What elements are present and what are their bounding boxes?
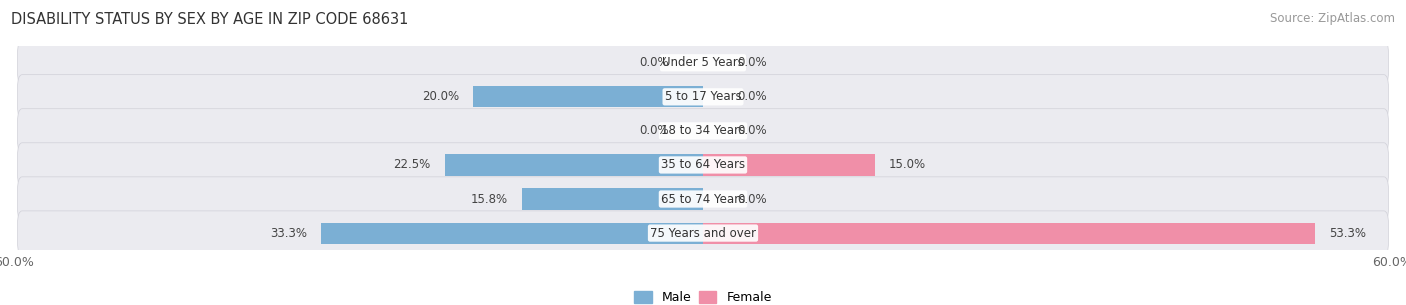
Text: Source: ZipAtlas.com: Source: ZipAtlas.com	[1270, 12, 1395, 25]
Text: 0.0%: 0.0%	[638, 56, 669, 69]
Text: 33.3%: 33.3%	[270, 227, 307, 239]
Text: 0.0%: 0.0%	[738, 192, 768, 206]
Text: 75 Years and over: 75 Years and over	[650, 227, 756, 239]
Text: 0.0%: 0.0%	[738, 124, 768, 137]
Text: Under 5 Years: Under 5 Years	[662, 56, 744, 69]
FancyBboxPatch shape	[17, 211, 1389, 255]
Text: DISABILITY STATUS BY SEX BY AGE IN ZIP CODE 68631: DISABILITY STATUS BY SEX BY AGE IN ZIP C…	[11, 12, 409, 27]
Text: 15.0%: 15.0%	[889, 159, 927, 171]
FancyBboxPatch shape	[17, 109, 1389, 153]
Text: 35 to 64 Years: 35 to 64 Years	[661, 159, 745, 171]
Text: 0.0%: 0.0%	[738, 90, 768, 103]
Bar	[321, 223, 703, 244]
Bar	[444, 154, 703, 175]
Text: 20.0%: 20.0%	[422, 90, 460, 103]
Bar	[474, 86, 703, 107]
FancyBboxPatch shape	[17, 143, 1389, 187]
Text: 15.8%: 15.8%	[471, 192, 508, 206]
Text: 22.5%: 22.5%	[394, 159, 430, 171]
Bar	[522, 188, 703, 210]
Text: 5 to 17 Years: 5 to 17 Years	[665, 90, 741, 103]
Text: 18 to 34 Years: 18 to 34 Years	[661, 124, 745, 137]
Text: 0.0%: 0.0%	[738, 56, 768, 69]
Text: 65 to 74 Years: 65 to 74 Years	[661, 192, 745, 206]
FancyBboxPatch shape	[17, 177, 1389, 221]
FancyBboxPatch shape	[17, 75, 1389, 119]
Legend: Male, Female: Male, Female	[630, 286, 776, 305]
FancyBboxPatch shape	[17, 41, 1389, 85]
Text: 0.0%: 0.0%	[638, 124, 669, 137]
Text: 53.3%: 53.3%	[1329, 227, 1365, 239]
Bar	[703, 154, 875, 175]
Bar	[703, 223, 1315, 244]
